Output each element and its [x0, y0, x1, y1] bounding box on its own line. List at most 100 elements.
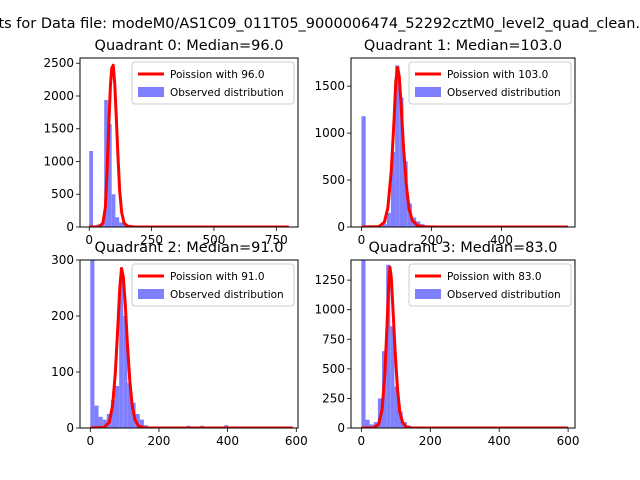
histogram-bar [119, 276, 124, 428]
y-tick-label: 2500 [43, 56, 74, 70]
histogram-bar [386, 264, 391, 428]
legend-label-observed: Observed distribution [447, 289, 561, 301]
y-tick-label: 0 [337, 421, 345, 435]
y-tick-label: 1250 [314, 273, 345, 287]
x-tick-label: 200 [419, 434, 442, 448]
y-tick-label: 500 [322, 173, 345, 187]
y-tick-label: 1000 [43, 154, 74, 168]
y-tick-label: 0 [337, 220, 345, 234]
histogram-bar [386, 212, 391, 227]
histogram-bar [394, 386, 399, 428]
legend-bar-swatch [138, 289, 164, 299]
subplot-quadrant-2: 0 200 400 600 0 100 200 300 Quadrant 2: Median=9… [51, 240, 308, 448]
legend-bar-swatch [415, 289, 441, 299]
histogram-bar [382, 224, 387, 227]
y-tick-label: 500 [322, 362, 345, 376]
x-tick-label: 400 [488, 434, 511, 448]
y-tick-label: 200 [51, 309, 74, 323]
histogram-bar [399, 97, 404, 227]
histogram-bar [403, 161, 408, 227]
x-tick-label: 0 [86, 434, 94, 448]
histogram-bar [369, 424, 374, 428]
plot-area [90, 260, 293, 428]
histogram-bar [110, 400, 116, 428]
x-tick-label: 250 [140, 233, 163, 247]
histogram-bar [135, 414, 140, 428]
histogram-bar [390, 326, 395, 428]
y-tick-label: 1000 [314, 126, 345, 140]
legend-box [131, 61, 295, 105]
y-tick-label: 2000 [43, 89, 74, 103]
legend: Poission with 91.0 Observed distribution [131, 263, 295, 307]
y-tick-label: 1000 [314, 303, 345, 317]
histogram-bar [390, 151, 396, 227]
histogram-bar [102, 419, 107, 428]
legend-bar-swatch [138, 87, 164, 97]
y-tick-label: 250 [322, 391, 345, 405]
legend: Poission with 103.0 Observed distribution [408, 61, 572, 105]
legend-label-observed: Observed distribution [447, 87, 561, 99]
y-tick-label: 750 [322, 332, 345, 346]
legend: Poission with 83.0 Observed distribution [408, 263, 572, 307]
y-tick-label: 1500 [43, 122, 74, 136]
x-tick-label: 0 [85, 233, 93, 247]
x-tick-label: 200 [420, 233, 443, 247]
x-tick-label: 400 [216, 434, 239, 448]
subplot-title: Quadrant 0: Median=96.0 [95, 38, 284, 54]
histogram-bar [115, 217, 120, 227]
y-tick-label: 1500 [314, 79, 345, 93]
subplot-title: Quadrant 2: Median=91.0 [95, 240, 284, 256]
histogram-bar [127, 383, 132, 428]
histogram-bar [361, 260, 366, 428]
subplot-title: Quadrant 3: Median=83.0 [369, 240, 558, 256]
legend-box [408, 263, 572, 307]
legend: Poission with 96.0 Observed distribution [131, 61, 295, 105]
y-tick-label: 100 [51, 365, 74, 379]
subplot-title: Quadrant 1: Median=103.0 [364, 38, 562, 54]
histogram-bar [119, 222, 123, 227]
y-tick-label: 0 [66, 220, 74, 234]
x-tick-label: 500 [202, 233, 225, 247]
histogram-bar [365, 419, 370, 428]
figure-suptitle: Plots for Data file: modeM0/AS1C09_011T0… [0, 16, 640, 32]
x-tick-label: 0 [358, 434, 366, 448]
y-tick-label: 500 [51, 187, 74, 201]
histogram-bar [139, 419, 144, 428]
subplot-quadrant-1: 0 200 400 0 500 1000 1500 Quadrant 1: Median=10… [314, 38, 576, 247]
histogram-bar [107, 124, 112, 227]
x-tick-label: 600 [557, 434, 580, 448]
axes-frame [350, 259, 576, 429]
histogram-bar [122, 224, 127, 227]
x-tick-label: 600 [285, 434, 308, 448]
y-tick-label: 0 [66, 421, 74, 435]
subplot-quadrant-0: 0 250 500 750 0 500 1000 1500 2000 2500 Quadrant 0… [43, 38, 299, 247]
x-tick-label: 750 [265, 233, 288, 247]
x-tick-label: 0 [358, 233, 366, 247]
histogram-bar [361, 116, 366, 227]
x-tick-label: 200 [148, 434, 171, 448]
histogram-bar [123, 316, 128, 428]
histogram-bar [89, 151, 93, 227]
histogram-bar [111, 194, 116, 227]
legend-label-observed: Observed distribution [170, 289, 284, 301]
poisson-fit-line [90, 266, 293, 428]
legend-box [131, 263, 295, 307]
legend-label-poisson: Poission with 91.0 [170, 271, 265, 283]
legend-box [408, 61, 572, 105]
x-tick-label: 400 [490, 233, 513, 247]
legend-label-poisson: Poission with 96.0 [170, 69, 265, 81]
axes-frame [79, 57, 299, 228]
axes-frame [350, 57, 576, 228]
histogram-bar [115, 386, 120, 428]
histogram-bar [98, 416, 103, 428]
legend-label-observed: Observed distribution [170, 87, 284, 99]
legend-label-poisson: Poission with 103.0 [447, 69, 548, 81]
legend-bar-swatch [415, 87, 441, 97]
histogram-bar [90, 260, 95, 428]
histogram-bar [395, 65, 400, 227]
subplot-quadrant-3: 0 200 400 600 0 250 500 750 1000 1250 Quadrant 3: … [314, 240, 579, 448]
y-tick-label: 300 [51, 253, 74, 267]
axes-frame [79, 259, 299, 429]
legend-label-poisson: Poission with 83.0 [447, 271, 542, 283]
